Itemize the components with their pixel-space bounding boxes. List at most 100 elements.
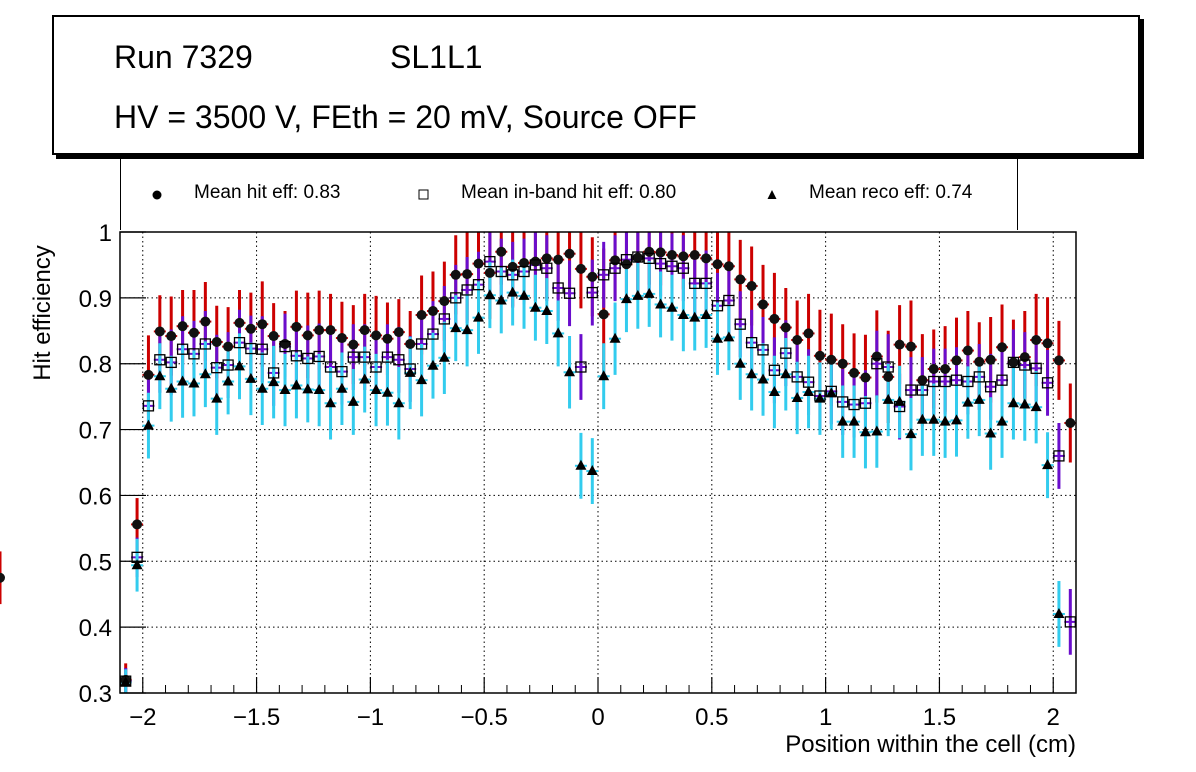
inband-eff-point <box>381 351 394 363</box>
inband-eff-point <box>484 255 496 268</box>
reco-eff-point <box>655 298 667 309</box>
inband-eff-point <box>609 262 621 274</box>
reco-eff-point <box>177 375 189 386</box>
inband-eff-point <box>552 282 564 294</box>
inband-eff-point <box>370 361 382 373</box>
hit-eff-point <box>382 333 393 344</box>
hit-eff-point <box>860 372 871 383</box>
inband-eff-point <box>461 284 473 296</box>
legend: Mean hit eff: 0.83 Mean in-band hit eff:… <box>120 154 1018 230</box>
hit-eff-point <box>587 271 598 282</box>
inband-eff-point <box>632 251 644 263</box>
inband-eff-point <box>666 260 678 272</box>
hit-eff-point <box>359 325 370 336</box>
inband-eff-point <box>700 277 712 290</box>
inband-eff-point <box>347 351 359 363</box>
inband-eff-point <box>734 318 746 330</box>
reco-eff-point <box>120 676 132 687</box>
reco-eff-point <box>598 370 610 381</box>
inband-eff-point <box>916 384 929 396</box>
inband-eff-point <box>199 338 212 350</box>
reco-eff-point <box>712 332 723 343</box>
hit-eff-point <box>371 330 382 341</box>
hit-eff-point <box>223 341 234 352</box>
hit-eff-point <box>962 345 973 356</box>
hit-eff-point <box>519 257 530 268</box>
hit-eff-point <box>644 246 655 257</box>
inband-eff-point <box>1030 362 1042 374</box>
inband-eff-point <box>393 354 405 366</box>
hit-eff-point <box>575 263 586 274</box>
inband-eff-point <box>563 287 576 299</box>
hit-eff-point <box>723 261 734 272</box>
reco-eff-point <box>461 324 473 335</box>
inband-eff-point <box>1007 356 1020 369</box>
run-label: Run 7329 <box>114 39 253 75</box>
reco-eff-point <box>1042 459 1054 470</box>
reco-eff-point <box>404 366 416 377</box>
hit-eff-point <box>712 259 723 270</box>
x-tick-label: 1.5 <box>923 704 956 731</box>
inband-eff-point <box>882 361 894 373</box>
inband-eff-point <box>336 365 348 378</box>
legend-inband-eff: Mean in-band hit eff: 0.80 <box>461 182 677 203</box>
hit-eff-point <box>997 342 1008 353</box>
hit-eff-point <box>484 267 495 278</box>
inband-eff-point <box>222 359 234 371</box>
hit-eff-point <box>803 328 814 339</box>
hit-eff-point <box>211 336 222 347</box>
reco-eff-point <box>575 459 587 470</box>
inband-eff-point <box>495 265 507 278</box>
inband-eff-point <box>859 397 872 409</box>
hit-eff-point <box>951 355 962 366</box>
reco-eff-point <box>757 373 769 384</box>
inband-eff-point <box>279 340 291 353</box>
hit-eff-point <box>758 299 769 310</box>
hit-eff-point <box>154 326 165 337</box>
inband-eff-point <box>1041 377 1054 389</box>
reco-eff-point <box>689 311 701 322</box>
reco-eff-point <box>211 392 223 403</box>
inband-eff-point <box>472 279 485 291</box>
hit-eff-point <box>200 316 211 327</box>
x-tick-label: 1 <box>819 704 832 731</box>
filled-triangle-icon <box>767 190 777 199</box>
inband-eff-point <box>245 342 257 355</box>
reco-eff-point <box>552 327 564 338</box>
reco-eff-point <box>427 359 439 370</box>
inband-eff-point <box>871 358 883 370</box>
reco-eff-point <box>347 395 359 406</box>
hit-eff-point <box>655 247 666 258</box>
reco-eff-point <box>1019 398 1031 409</box>
hit-eff-point <box>530 256 541 267</box>
hit-eff-point <box>405 338 416 349</box>
reco-eff-point <box>768 386 780 397</box>
reco-eff-point <box>871 425 883 436</box>
reco-eff-point <box>473 311 484 322</box>
hit-eff-point <box>1008 357 1019 368</box>
hit-eff-point <box>314 325 325 336</box>
inband-eff-point <box>905 384 917 396</box>
reco-eff-point <box>700 308 712 319</box>
hit-eff-point <box>427 306 438 317</box>
y-tick-label: 0.6 <box>79 483 112 510</box>
inband-eff-point <box>427 328 439 340</box>
inband-eff-point <box>256 343 268 355</box>
inband-eff-point <box>290 350 303 362</box>
hit-eff-point <box>336 333 347 344</box>
reco-eff-point <box>894 395 906 406</box>
reco-eff-point <box>359 373 371 384</box>
reco-eff-point <box>723 331 735 342</box>
inband-eff-point <box>529 259 542 271</box>
hit-eff-point <box>1042 338 1053 349</box>
hit-eff-point <box>780 322 791 333</box>
inband-eff-point <box>780 347 792 359</box>
axes: −2 −1.5 −1 −0.5 0 0.5 1 1.5 2 0.3 0.4 0.5 0.6 0.7 0.8 0… <box>79 220 1077 731</box>
reco-eff-point <box>586 465 598 476</box>
inband-eff-point <box>211 362 223 374</box>
reco-eff-point <box>734 357 746 368</box>
reco-eff-point <box>746 368 758 379</box>
inband-eff-point <box>984 381 997 393</box>
reco-eff-point <box>780 368 792 379</box>
